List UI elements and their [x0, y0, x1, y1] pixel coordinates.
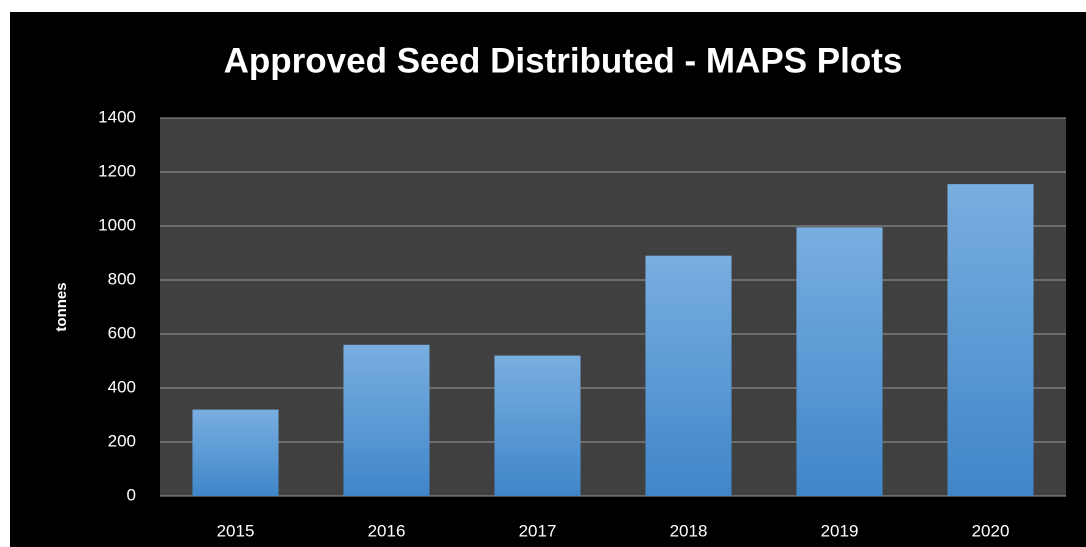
- x-tick-label: 2018: [670, 521, 708, 540]
- x-tick-label: 2020: [972, 521, 1010, 540]
- x-tick-label: 2019: [821, 521, 859, 540]
- plot-area: [160, 118, 1066, 496]
- bar: [796, 227, 883, 496]
- x-tick-label: 2017: [519, 521, 557, 540]
- bar: [947, 184, 1034, 496]
- y-tick-label: 400: [108, 377, 136, 396]
- y-tick-label: 800: [108, 269, 136, 288]
- y-axis-label: tonnes: [53, 282, 70, 331]
- y-tick-label: 200: [108, 431, 136, 450]
- bar: [343, 344, 430, 496]
- y-tick-label: 1400: [98, 107, 136, 126]
- chart-title: Approved Seed Distributed - MAPS Plots: [224, 41, 903, 80]
- y-tick-label: 1200: [98, 161, 136, 180]
- y-tick-label: 1000: [98, 215, 136, 234]
- x-tick-label: 2016: [368, 521, 406, 540]
- y-tick-label: 0: [127, 485, 136, 504]
- bar: [494, 355, 581, 496]
- x-tick-label: 2015: [217, 521, 255, 540]
- bar: [645, 255, 732, 496]
- bar: [192, 409, 279, 496]
- y-tick-label: 600: [108, 323, 136, 342]
